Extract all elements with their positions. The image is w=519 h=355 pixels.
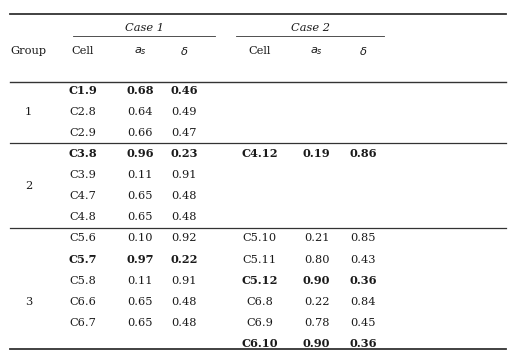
Text: 0.86: 0.86: [350, 148, 377, 159]
Text: 0.21: 0.21: [304, 233, 330, 244]
Text: 0.85: 0.85: [350, 233, 376, 244]
Text: C5.11: C5.11: [242, 255, 277, 264]
Text: C6.10: C6.10: [241, 339, 278, 349]
Text: 0.45: 0.45: [350, 318, 376, 328]
Text: C6.8: C6.8: [246, 297, 273, 307]
Text: C4.7: C4.7: [70, 191, 97, 201]
Text: 0.91: 0.91: [171, 170, 197, 180]
Text: 0.96: 0.96: [127, 148, 154, 159]
Text: 0.36: 0.36: [350, 339, 377, 349]
Text: 0.90: 0.90: [303, 275, 330, 286]
Text: 0.22: 0.22: [304, 297, 330, 307]
Text: C5.8: C5.8: [70, 275, 97, 286]
Text: C3.8: C3.8: [69, 148, 98, 159]
Text: C2.9: C2.9: [70, 128, 97, 138]
Text: 0.65: 0.65: [127, 297, 153, 307]
Text: 0.65: 0.65: [127, 318, 153, 328]
Text: 0.23: 0.23: [171, 148, 198, 159]
Text: 0.84: 0.84: [350, 297, 376, 307]
Text: 0.97: 0.97: [127, 254, 154, 265]
Text: 0.64: 0.64: [127, 106, 153, 117]
Text: 0.43: 0.43: [350, 255, 376, 264]
Text: 0.10: 0.10: [127, 233, 153, 244]
Text: 0.22: 0.22: [171, 254, 198, 265]
Text: 0.11: 0.11: [127, 170, 153, 180]
Text: 2: 2: [25, 181, 32, 191]
Text: Cell: Cell: [248, 47, 271, 56]
Text: Case 1: Case 1: [125, 23, 163, 33]
Text: 0.65: 0.65: [127, 191, 153, 201]
Text: C6.6: C6.6: [70, 297, 97, 307]
Text: $a_s$: $a_s$: [134, 45, 146, 58]
Text: C4.12: C4.12: [241, 148, 278, 159]
Text: C6.9: C6.9: [246, 318, 273, 328]
Text: 0.48: 0.48: [171, 212, 197, 222]
Text: 0.48: 0.48: [171, 318, 197, 328]
Text: C4.8: C4.8: [70, 212, 97, 222]
Text: C1.9: C1.9: [69, 85, 98, 96]
Text: 0.92: 0.92: [171, 233, 197, 244]
Text: C5.10: C5.10: [242, 233, 277, 244]
Text: $a_s$: $a_s$: [310, 45, 323, 58]
Text: $\delta$: $\delta$: [359, 45, 367, 58]
Text: $\delta$: $\delta$: [180, 45, 188, 58]
Text: 0.46: 0.46: [171, 85, 198, 96]
Text: Case 2: Case 2: [291, 23, 330, 33]
Text: Group: Group: [10, 47, 47, 56]
Text: 0.48: 0.48: [171, 297, 197, 307]
Text: 0.90: 0.90: [303, 339, 330, 349]
Text: 0.47: 0.47: [171, 128, 197, 138]
Text: C3.9: C3.9: [70, 170, 97, 180]
Text: 0.65: 0.65: [127, 212, 153, 222]
Text: C5.6: C5.6: [70, 233, 97, 244]
Text: 1: 1: [25, 106, 32, 117]
Text: 0.11: 0.11: [127, 275, 153, 286]
Text: 3: 3: [25, 297, 32, 307]
Text: 0.36: 0.36: [350, 275, 377, 286]
Text: 0.80: 0.80: [304, 255, 330, 264]
Text: C5.7: C5.7: [69, 254, 97, 265]
Text: C2.8: C2.8: [70, 106, 97, 117]
Text: 0.49: 0.49: [171, 106, 197, 117]
Text: 0.66: 0.66: [127, 128, 153, 138]
Text: C6.7: C6.7: [70, 318, 97, 328]
Text: Cell: Cell: [72, 47, 94, 56]
Text: 0.48: 0.48: [171, 191, 197, 201]
Text: 0.68: 0.68: [127, 85, 154, 96]
Text: 0.78: 0.78: [304, 318, 330, 328]
Text: C5.12: C5.12: [241, 275, 278, 286]
Text: 0.91: 0.91: [171, 275, 197, 286]
Text: 0.19: 0.19: [303, 148, 331, 159]
